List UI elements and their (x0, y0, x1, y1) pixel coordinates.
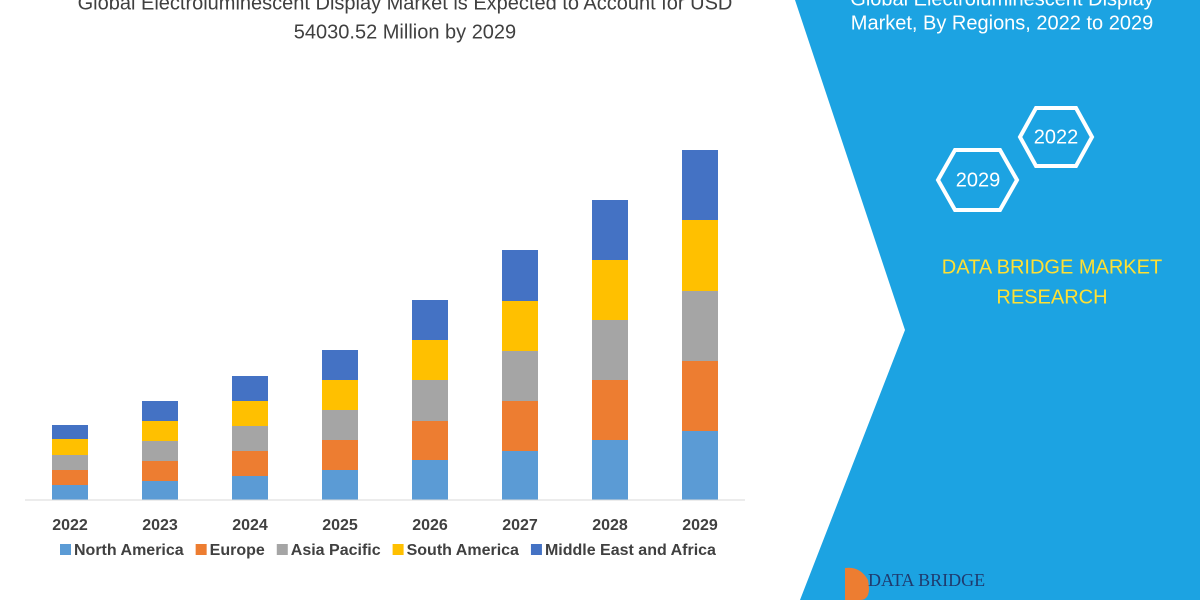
bar-segment (232, 451, 268, 476)
bar-segment (142, 441, 178, 461)
bar-segment (502, 401, 538, 451)
legend-swatch (530, 544, 542, 555)
bar-segment (142, 461, 178, 481)
x-tick-label: 2024 (232, 517, 268, 534)
badge: 2029 (956, 169, 1001, 191)
side-heading: Market, By Regions, 2022 to 2029 (851, 12, 1153, 34)
bar-segment (322, 380, 358, 410)
bar-segment (592, 440, 628, 500)
bar-segment (142, 481, 178, 500)
side-panel (795, 0, 1200, 600)
bar-segment (232, 376, 268, 401)
x-tick-label: 2023 (142, 517, 178, 534)
brand-line: DATA BRIDGE MARKET (942, 256, 1162, 278)
bar-segment (232, 426, 268, 451)
bar-segment (682, 220, 718, 291)
x-tick-label: 2028 (592, 517, 628, 534)
bar-segment (592, 260, 628, 320)
bar-segment (322, 470, 358, 500)
bar-segment (52, 485, 88, 500)
brand-line: RESEARCH (996, 286, 1107, 308)
bar-segment (52, 455, 88, 470)
legend-label: Middle East and Africa (545, 542, 716, 559)
legend-label: South America (407, 542, 519, 559)
side-heading: Global Electroluminescent Display (850, 0, 1153, 10)
bar-segment (502, 351, 538, 401)
bar-segment (502, 451, 538, 500)
bar-segment (322, 440, 358, 470)
title-line: Global Electroluminescent Display Market… (78, 0, 733, 14)
badge: 2022 (1034, 126, 1079, 148)
legend-swatch (60, 544, 71, 555)
title-line: 54030.52 Million by 2029 (294, 21, 516, 43)
legend-swatch (276, 544, 288, 555)
bar-segment (502, 301, 538, 351)
x-tick-label: 2025 (322, 517, 358, 534)
hexagon (935, 148, 1020, 212)
bar-segment (52, 439, 88, 455)
bar-segment (592, 320, 628, 380)
legend-label: Asia Pacific (291, 542, 381, 559)
bar-segment (232, 476, 268, 500)
bar-segment (682, 150, 718, 220)
bar-segment (682, 361, 718, 431)
bar-segment (142, 421, 178, 441)
bar-segment (682, 431, 718, 500)
legend-swatch (392, 544, 404, 555)
bar-segment (412, 340, 448, 380)
bar-segment (52, 470, 88, 485)
bar-segment (142, 401, 178, 421)
legend-label: North America (74, 542, 184, 559)
bar-segment (412, 421, 448, 460)
bar-segment (412, 300, 448, 340)
bar-segment (322, 350, 358, 380)
x-tick-label: 2027 (502, 517, 538, 534)
bar-segment (232, 401, 268, 426)
bar-segment (322, 410, 358, 440)
bar-segment (682, 291, 718, 361)
bar-segment (412, 460, 448, 500)
bar-segment (52, 425, 88, 439)
x-tick-label: 2026 (412, 517, 448, 534)
bar-segment (502, 250, 538, 301)
legend-swatch (195, 544, 207, 555)
logo-mark (845, 567, 869, 600)
legend-label: Europe (210, 542, 265, 559)
logo-text: DATA BRIDGE (868, 570, 985, 590)
hexagon (1017, 106, 1095, 168)
x-tick-label: 2029 (682, 517, 718, 534)
bar-segment (412, 380, 448, 421)
bar-segment (592, 380, 628, 440)
x-tick-label: 2022 (52, 517, 88, 534)
bar-segment (592, 200, 628, 260)
